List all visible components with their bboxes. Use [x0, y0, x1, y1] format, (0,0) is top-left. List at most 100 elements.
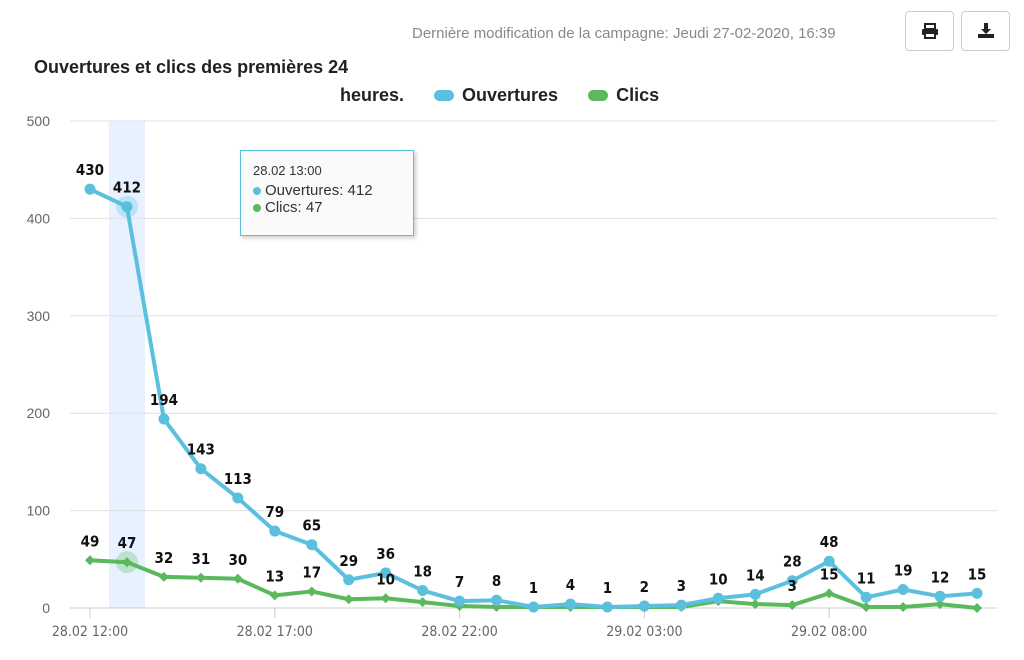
data-point	[787, 600, 798, 611]
data-label: 79	[265, 503, 284, 521]
legend-swatch-clics	[588, 90, 609, 101]
x-tick-label: 28.02 12:00	[52, 624, 128, 640]
data-label: 143	[187, 441, 215, 459]
print-icon	[921, 23, 938, 39]
data-label: 65	[302, 517, 321, 535]
legend-item-clics[interactable]: Clics	[616, 85, 660, 105]
data-point	[564, 598, 576, 610]
data-label: 10	[376, 570, 395, 588]
data-label: 29	[339, 552, 358, 570]
data-point	[380, 593, 391, 604]
data-point	[269, 525, 281, 537]
x-tick-label: 29.02 03:00	[606, 624, 682, 640]
data-label: 18	[413, 562, 432, 580]
data-point	[972, 603, 982, 613]
data-point	[121, 557, 132, 568]
data-point	[306, 539, 318, 551]
data-label: 36	[376, 545, 395, 563]
data-label: 113	[224, 470, 252, 488]
x-tick-label: 29.02 08:00	[791, 624, 867, 640]
last-modified-text: Dernière modification de la campagne: Je…	[412, 25, 836, 42]
data-label: 28	[783, 553, 802, 571]
data-point	[454, 595, 466, 607]
data-point	[897, 583, 909, 595]
data-label: 47	[118, 534, 137, 552]
y-tick-label: 100	[27, 503, 51, 519]
data-label: 19	[894, 561, 913, 579]
tooltip-clics: Clics: 47	[265, 199, 323, 216]
data-label: 4	[566, 576, 575, 594]
data-point	[601, 601, 613, 613]
data-point	[85, 555, 95, 566]
data-point	[491, 594, 503, 606]
data-point	[158, 571, 169, 582]
data-point	[712, 592, 724, 604]
x-tick-label: 28.02 17:00	[237, 624, 313, 640]
chart-title-line2: heures.	[340, 85, 405, 105]
chart-title: Ouvertures et clics des premières 24	[34, 57, 349, 77]
legend-swatch-ouvertures	[434, 90, 455, 101]
data-point	[232, 573, 243, 584]
data-label: 2	[640, 578, 649, 596]
data-point	[860, 591, 872, 603]
y-tick-label: 0	[42, 600, 50, 616]
data-point	[84, 183, 96, 195]
data-label: 48	[820, 533, 839, 551]
data-label: 3	[788, 577, 797, 595]
tooltip-ouvertures: Ouvertures: 412	[265, 182, 373, 199]
data-label: 49	[81, 532, 100, 550]
download-icon	[977, 23, 994, 38]
data-point	[786, 575, 798, 587]
data-point	[971, 587, 983, 599]
legend-item-ouvertures[interactable]: Ouvertures	[462, 85, 559, 105]
data-point	[935, 599, 946, 610]
data-label: 11	[857, 569, 876, 587]
data-label: 8	[492, 572, 501, 590]
x-tick-label: 28.02 22:00	[421, 624, 497, 640]
data-point	[343, 594, 354, 605]
data-point	[750, 599, 761, 610]
data-label: 13	[265, 567, 284, 585]
data-point	[898, 602, 909, 613]
data-point	[232, 492, 244, 504]
data-label: 1	[603, 579, 612, 597]
data-label: 30	[228, 551, 247, 569]
data-label: 12	[931, 568, 950, 586]
data-label: 412	[113, 179, 141, 197]
data-label: 31	[191, 550, 210, 568]
data-point	[121, 201, 133, 213]
data-point	[823, 555, 835, 567]
data-point	[306, 586, 317, 597]
data-point	[934, 590, 946, 602]
data-label: 15	[968, 565, 987, 583]
data-label: 15	[820, 565, 839, 583]
y-tick-label: 500	[27, 113, 51, 129]
data-point	[638, 600, 650, 612]
y-tick-label: 300	[27, 308, 51, 324]
y-tick-label: 200	[27, 405, 51, 421]
data-point	[195, 463, 207, 475]
data-label: 7	[455, 573, 464, 591]
data-label: 3	[677, 577, 686, 595]
y-tick-label: 400	[27, 210, 51, 226]
tooltip-date: 28.02 13:00	[253, 163, 322, 178]
download-button[interactable]	[961, 11, 1010, 51]
data-label: 17	[302, 563, 321, 581]
data-point	[195, 572, 206, 583]
data-label: 430	[76, 161, 104, 179]
legend: heures. Ouvertures Clics	[340, 85, 659, 106]
data-point	[861, 602, 872, 613]
tooltip: 28.02 13:00 Ouvertures: 412 Clics: 47	[240, 150, 414, 236]
data-point	[158, 413, 170, 425]
data-point	[380, 567, 392, 579]
data-label: 32	[155, 549, 174, 567]
data-label: 10	[709, 570, 728, 588]
data-label: 194	[150, 391, 178, 409]
data-point	[269, 590, 280, 601]
series-line-ouvertures	[89, 187, 978, 610]
data-point	[749, 588, 761, 600]
data-point	[343, 574, 355, 586]
print-button[interactable]	[905, 11, 954, 51]
data-point	[824, 588, 835, 599]
